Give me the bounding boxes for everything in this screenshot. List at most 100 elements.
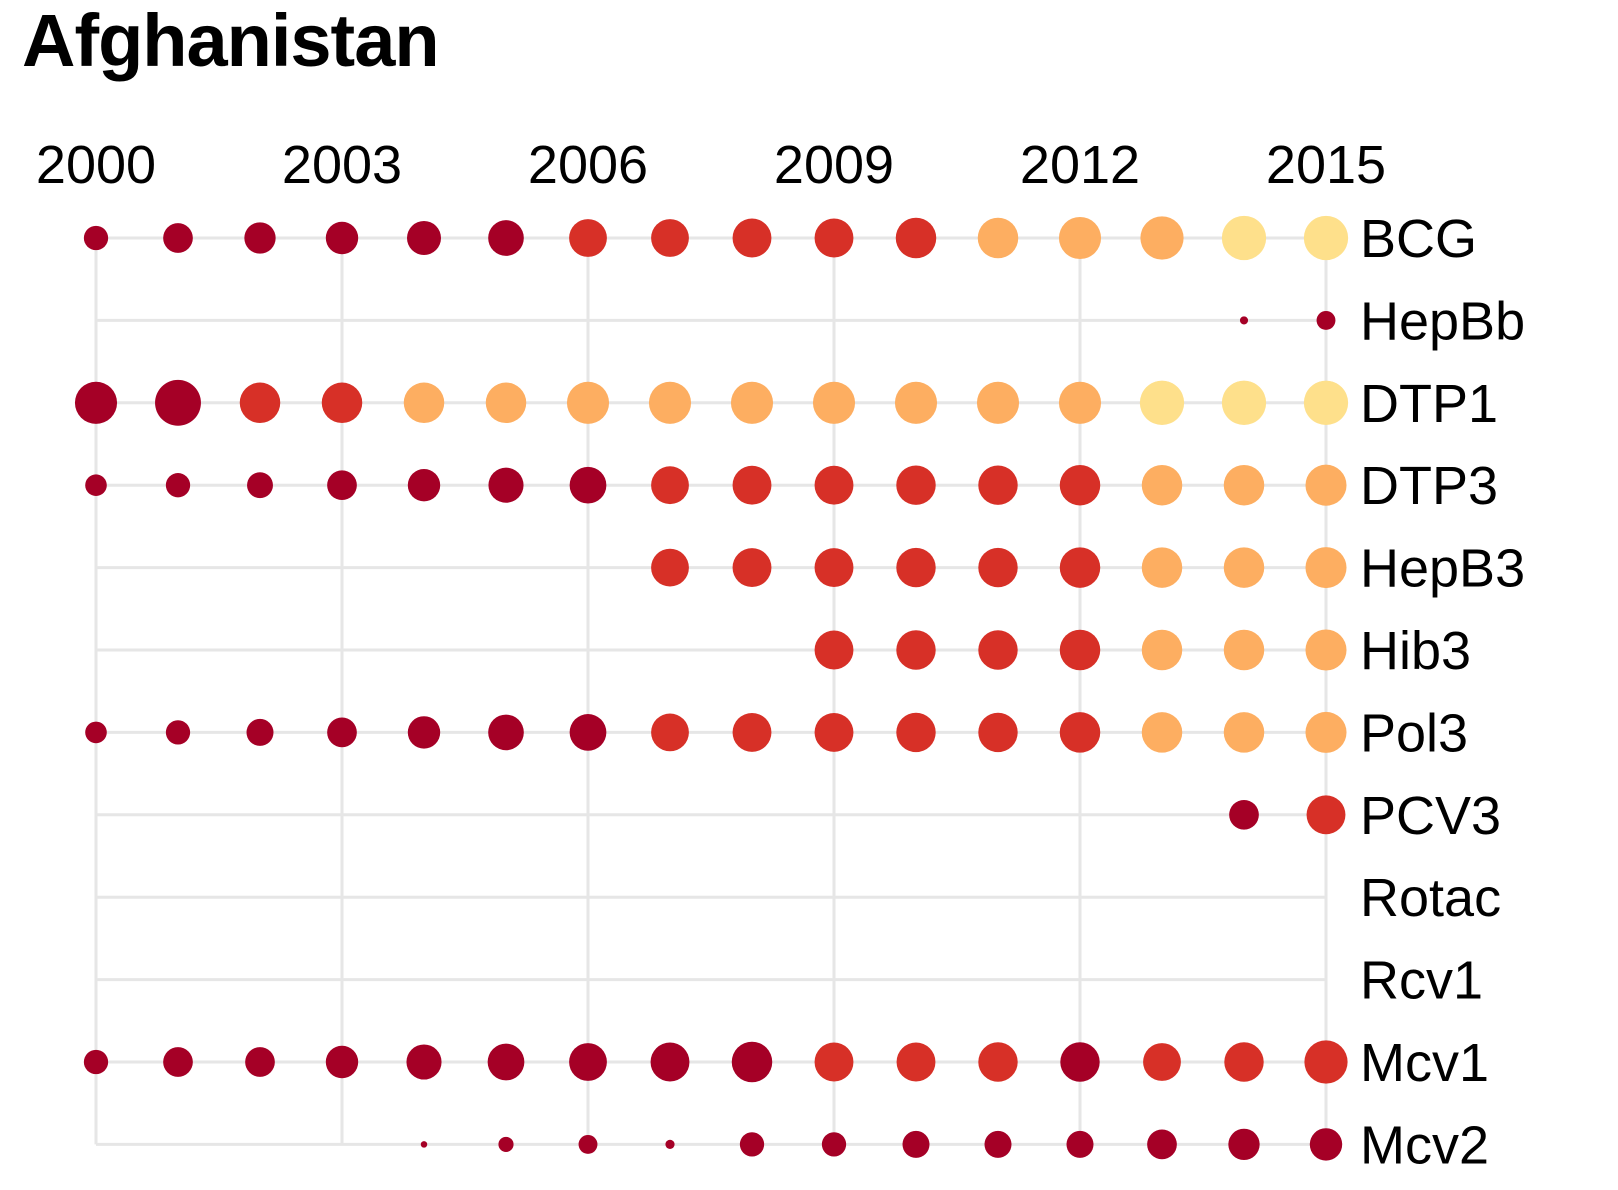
point-Mcv1-2012 [1060,1042,1100,1082]
point-Pol3-2008 [732,712,772,752]
point-BCG-2001 [163,223,193,253]
point-HepB3-2009 [814,548,854,588]
point-HepBb-2014 [1239,316,1249,325]
point-DTP1-2003 [321,382,363,424]
point-BCG-2008 [732,218,772,258]
row-label-HepBb: HepBb [1360,291,1525,351]
point-Mcv2-2009 [821,1132,847,1157]
point-HepB3-2007 [651,548,689,587]
point-DTP3-2007 [651,466,689,505]
row-label-DTP3: DTP3 [1360,456,1498,516]
point-Mcv1-2002 [245,1047,275,1077]
point-DTP1-2002 [239,382,281,424]
point-Mcv1-2005 [487,1043,525,1081]
point-DTP3-2015 [1305,464,1347,506]
point-BCG-2013 [1140,216,1184,260]
grid-lines [94,236,1328,1146]
point-Mcv1-2010 [896,1042,936,1082]
point-DTP1-2014 [1221,380,1267,425]
point-DTP3-2010 [896,465,936,505]
point-Mcv2-2012 [1066,1130,1094,1158]
point-BCG-2015 [1303,215,1349,261]
point-Pol3-2003 [327,717,357,748]
point-Mcv1-2015 [1304,1040,1348,1084]
point-Hib3-2010 [896,630,936,670]
point-BCG-2007 [651,219,689,257]
point-Hib3-2012 [1059,629,1101,671]
point-BCG-2012 [1058,216,1102,260]
point-Mcv1-2009 [814,1042,854,1082]
point-DTP3-2008 [732,465,772,505]
point-Hib3-2015 [1305,629,1347,671]
point-Mcv1-2003 [325,1045,359,1079]
point-DTP1-2007 [648,381,692,424]
point-Pol3-2010 [896,712,936,753]
point-Pol3-2002 [246,718,274,746]
point-DTP1-2012 [1058,381,1102,424]
point-Mcv1-2014 [1224,1042,1264,1082]
point-Mcv2-2005 [498,1136,514,1152]
x-tick-label-2000: 2000 [36,135,156,195]
point-PCV3-2015 [1306,795,1346,835]
point-HepB3-2008 [732,548,772,588]
x-axis-ticks: 2000 2003 2006 2009 2012 2015 [36,135,1386,195]
point-DTP3-2003 [327,470,357,501]
point-Mcv2-2004 [420,1141,428,1148]
point-Pol3-2012 [1059,712,1101,753]
point-Mcv2-2015 [1309,1128,1343,1161]
point-Mcv1-2007 [650,1042,690,1082]
x-tick-label-2009: 2009 [774,135,894,195]
x-tick-label-2006: 2006 [528,135,648,195]
point-Pol3-2015 [1305,711,1347,753]
x-tick-label-2003: 2003 [282,135,402,195]
row-label-Mcv1: Mcv1 [1360,1033,1489,1093]
point-DTP3-2013 [1141,464,1183,506]
point-Pol3-2006 [569,714,607,751]
point-Mcv2-2010 [902,1130,930,1158]
point-BCG-2002 [244,222,276,254]
point-Pol3-2007 [651,713,689,752]
point-Mcv2-2008 [739,1132,765,1157]
point-Mcv2-2011 [984,1130,1012,1158]
row-label-BCG: BCG [1360,209,1477,269]
point-BCG-2010 [895,217,937,259]
point-Pol3-2005 [488,714,524,751]
point-DTP3-2001 [165,473,191,498]
point-DTP3-2004 [407,469,441,502]
point-DTP1-2001 [155,379,201,426]
chart-title: Afghanistan [22,0,440,82]
point-DTP1-2005 [485,382,527,424]
point-BCG-2014 [1221,215,1267,261]
point-DTP3-2011 [978,465,1018,505]
point-Hib3-2014 [1223,629,1265,671]
point-BCG-2003 [325,221,359,255]
point-Pol3-2000 [85,721,107,744]
point-Hib3-2011 [978,630,1018,670]
point-DTP3-2002 [247,472,273,499]
point-Mcv1-2013 [1143,1043,1181,1081]
row-labels: BCG HepBb DTP1 DTP3 HepB3 Hib3 Pol3 PCV3 Rotac Rc… [1360,209,1525,1175]
point-DTP1-2013 [1139,380,1185,425]
point-DTP1-2006 [566,381,610,424]
point-HepB3-2014 [1223,547,1265,588]
row-label-DTP1: DTP1 [1360,374,1498,434]
point-Mcv2-2013 [1147,1129,1177,1160]
data-points [74,215,1349,1161]
point-Mcv2-2007 [665,1139,675,1149]
point-HepB3-2012 [1059,547,1101,588]
point-Pol3-2013 [1141,712,1183,753]
point-Pol3-2004 [407,716,441,749]
point-DTP1-2010 [894,381,938,424]
point-DTP1-2011 [976,381,1020,424]
point-Pol3-2011 [978,712,1018,753]
point-DTP1-2009 [812,381,856,424]
point-HepB3-2015 [1305,547,1347,589]
x-tick-label-2012: 2012 [1020,135,1140,195]
point-DTP3-2012 [1059,464,1101,506]
row-label-Rcv1: Rcv1 [1360,951,1483,1011]
row-label-Pol3: Pol3 [1360,703,1468,763]
row-label-PCV3: PCV3 [1360,786,1501,846]
point-Pol3-2009 [814,712,854,752]
point-HepB3-2010 [896,547,936,588]
point-Mcv2-2014 [1228,1128,1260,1161]
